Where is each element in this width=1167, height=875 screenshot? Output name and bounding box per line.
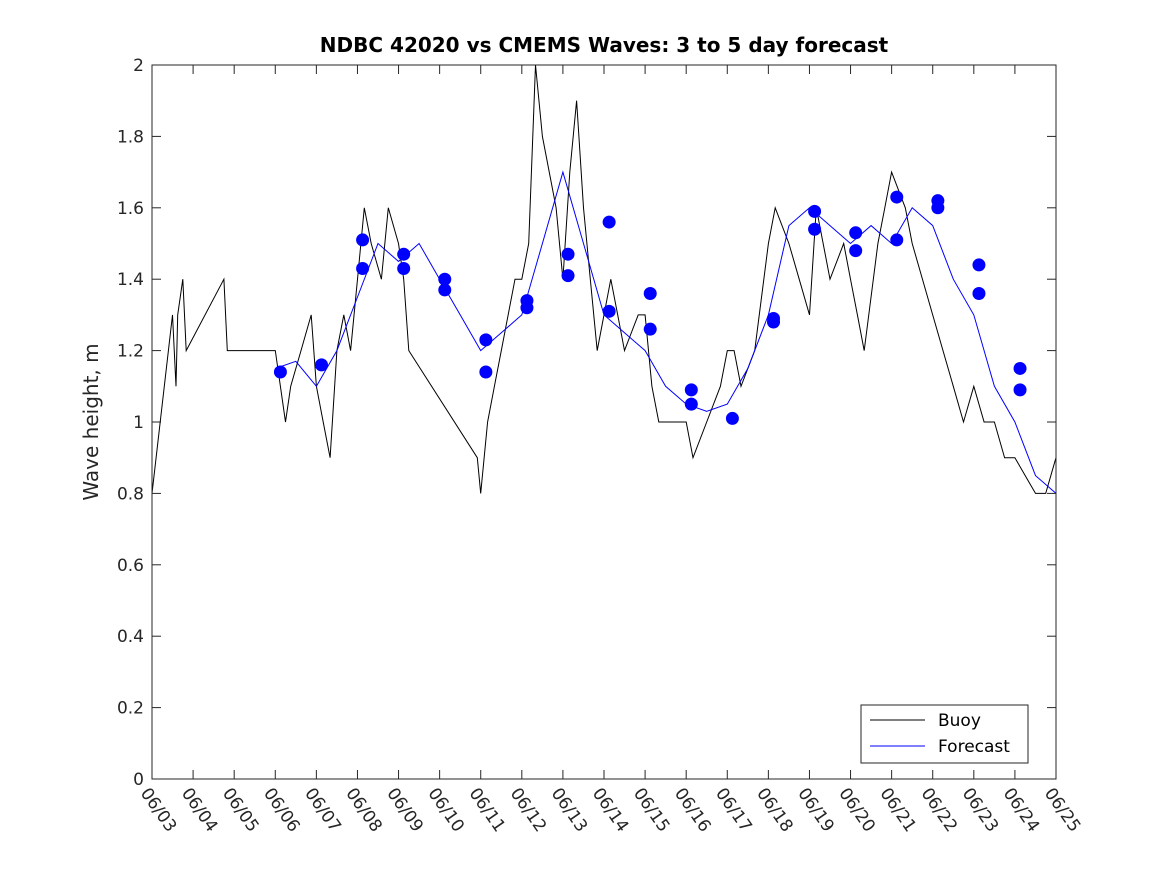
forecast-marker (849, 244, 863, 258)
x-tick-label: 06/18 (752, 784, 796, 836)
x-tick-label: 06/03 (136, 784, 180, 836)
y-tick-label: 0 (133, 770, 144, 790)
forecast-marker (808, 222, 822, 236)
x-tick-label: 06/10 (424, 784, 468, 836)
x-tick-label: 06/04 (177, 784, 221, 836)
y-tick-label: 1.2 (117, 342, 144, 362)
x-tick-label: 06/15 (629, 784, 673, 836)
forecast-marker (438, 283, 452, 297)
x-tick-label: 06/11 (465, 784, 509, 836)
forecast-marker (561, 247, 575, 261)
forecast-marker (356, 261, 370, 275)
forecast-marker (643, 322, 657, 336)
y-tick-label: 1.6 (117, 199, 144, 219)
x-tick-label: 06/06 (259, 784, 303, 836)
y-tick-label: 1 (133, 413, 144, 433)
y-axis: 0 0.2 0.4 0.6 0.8 1 1.2 1.4 1.6 1.8 2 (117, 56, 1056, 790)
forecast-marker (1013, 361, 1027, 375)
forecast-marker (397, 247, 411, 261)
chart-title: NDBC 42020 vs CMEMS Waves: 3 to 5 day fo… (320, 33, 889, 57)
forecast-marker (684, 397, 698, 411)
y-tick-label: 1.8 (117, 127, 144, 147)
y-tick-label: 0.2 (117, 699, 144, 719)
plot-frame (151, 64, 1057, 780)
forecast-markers (273, 190, 1027, 425)
forecast-marker (315, 358, 328, 372)
forecast-marker (808, 204, 822, 218)
x-tick-label: 06/22 (917, 784, 961, 836)
forecast-marker (972, 286, 986, 300)
x-tick-label: 06/09 (382, 784, 426, 836)
x-tick-label: 06/17 (711, 784, 755, 836)
plot-background (152, 65, 1056, 779)
plot-area (152, 65, 1056, 779)
legend-label-forecast: Forecast (938, 737, 1010, 757)
forecast-marker (643, 286, 657, 300)
forecast-marker (767, 315, 780, 329)
forecast-marker (356, 233, 370, 247)
forecast-marker (725, 411, 739, 425)
forecast-marker (273, 365, 287, 379)
x-tick-label: 06/20 (834, 784, 878, 836)
y-tick-label: 2 (133, 56, 144, 76)
forecast-marker (397, 261, 411, 275)
x-tick-label: 06/21 (876, 784, 920, 836)
y-tick-label: 0.4 (117, 627, 144, 647)
x-tick-label: 06/07 (300, 784, 344, 836)
forecast-marker (972, 258, 986, 272)
forecast-marker (561, 269, 575, 283)
forecast-marker (849, 226, 863, 240)
x-tick-label: 06/19 (793, 784, 837, 836)
x-tick-label: 06/25 (1040, 784, 1084, 836)
legend: Buoy Forecast (860, 704, 1029, 764)
y-tick-label: 0.6 (117, 556, 144, 576)
legend-box (860, 704, 1029, 764)
y-tick-label: 1.4 (117, 270, 144, 290)
series-line-buoy (151, 64, 1057, 494)
forecast-marker (890, 190, 904, 204)
x-tick-label: 06/05 (218, 784, 262, 836)
forecast-marker (520, 301, 534, 315)
x-tick-label: 06/14 (588, 784, 632, 836)
y-tick-label: 0.8 (117, 484, 144, 504)
x-tick-label: 06/08 (341, 784, 385, 836)
forecast-marker (602, 304, 616, 318)
forecast-marker (602, 215, 616, 229)
forecast-marker (890, 233, 904, 247)
x-tick-label: 06/16 (670, 784, 714, 836)
forecast-marker (438, 272, 452, 286)
legend-label-buoy: Buoy (938, 711, 981, 731)
x-tick-label: 06/12 (506, 784, 550, 836)
forecast-marker (1013, 383, 1027, 397)
forecast-marker (479, 365, 493, 379)
forecast-marker (931, 201, 945, 215)
x-tick-label: 06/13 (547, 784, 591, 836)
y-axis-label: Wave height, m (79, 343, 103, 500)
forecast-marker (684, 383, 698, 397)
forecast-marker (479, 333, 493, 347)
x-tick-label: 06/23 (958, 784, 1002, 836)
x-tick-label: 06/24 (999, 784, 1043, 836)
